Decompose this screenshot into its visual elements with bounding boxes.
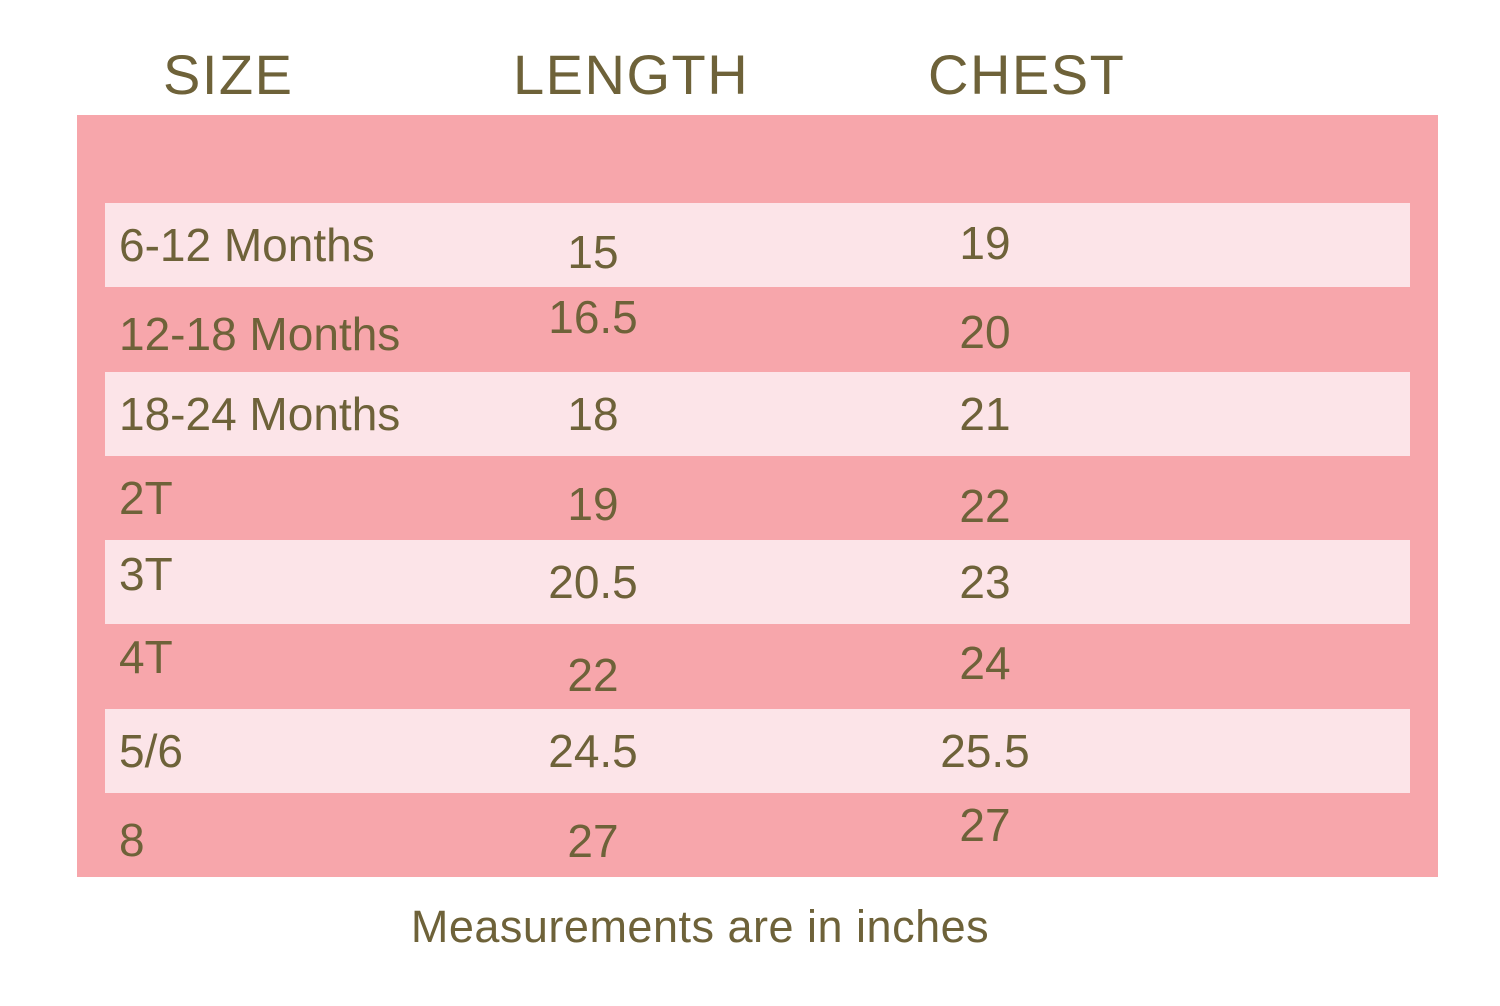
length-cell: 19 [567,477,619,530]
size-cell: 4T [119,631,173,684]
table-body: 6-12 Months 15 19 12-18 Months 16.5 20 1… [105,203,1410,877]
chest-cell: 27 [959,798,1011,851]
length-cell: 20.5 [548,556,638,609]
length-cell: 22 [567,649,619,702]
length-cell: 27 [567,814,619,867]
chest-cell: 23 [959,556,1011,609]
header-length-label: LENGTH [513,43,750,106]
header-size-label: SIZE [163,43,294,106]
chest-cell: 25.5 [940,724,1030,777]
size-cell: 12-18 Months [119,308,401,361]
table-row: 18-24 Months 18 21 [105,371,1410,456]
table-row: 2T 19 22 [105,456,1410,540]
chest-cell: 19 [959,217,1011,270]
table-header: SIZE LENGTH CHEST [0,42,1500,112]
length-cell: 24.5 [548,724,638,777]
length-cell: 15 [567,226,619,279]
measurements-note: Measurements are in inches [410,901,990,952]
table-row: 8 27 27 [105,793,1410,877]
table-row: 6-12 Months 15 19 [105,203,1410,288]
table-row: 5/6 24.5 25.5 [105,708,1410,793]
chest-cell: 21 [959,387,1011,440]
length-cell: 18 [567,387,619,440]
length-cell: 16.5 [548,291,638,344]
size-cell: 6-12 Months [119,219,375,272]
chest-cell: 22 [959,479,1011,532]
size-cell: 2T [119,471,173,524]
size-cell: 18-24 Months [119,387,401,440]
chest-cell: 24 [959,637,1011,690]
size-cell: 5/6 [119,724,183,777]
table-row: 4T 22 24 [105,624,1410,708]
size-cell: 8 [119,813,145,866]
table-row: 12-18 Months 16.5 20 [105,287,1410,371]
size-chart-panel: 6-12 Months 15 19 12-18 Months 16.5 20 1… [77,115,1438,877]
chest-cell: 20 [959,306,1011,359]
table-row: 3T 20.5 23 [105,540,1410,625]
header-chest-label: CHEST [928,43,1126,106]
size-cell: 3T [119,548,173,601]
